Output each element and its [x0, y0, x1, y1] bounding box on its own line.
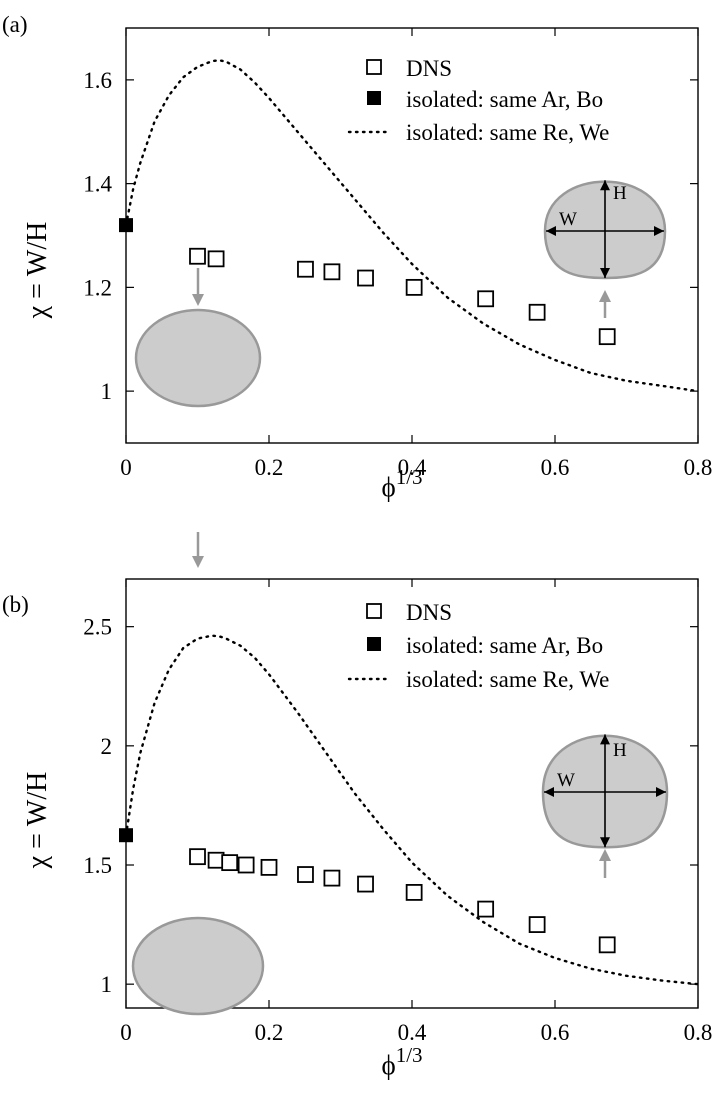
height-arrow-head-top — [600, 734, 610, 745]
legend-marker-isolated-same-ar-bo — [367, 637, 381, 651]
data-point-dns — [477, 900, 495, 918]
x-tick-label: 0.4 — [398, 455, 427, 480]
y-tick-label: 1 — [101, 972, 113, 997]
data-point-dns — [323, 869, 341, 887]
data-point-dns — [405, 278, 423, 296]
x-tick-label: 0.2 — [255, 455, 284, 480]
data-point-dns — [189, 848, 206, 866]
bubble-shape-ellipse — [131, 916, 265, 1016]
legend: DNS isolated: same Ar, Bo isolated: same R… — [347, 56, 609, 145]
x-axis-label: ϕ1/3 — [381, 465, 422, 502]
legend-label: isolated: same Ar, Bo — [406, 87, 603, 112]
x-axis-label-superscript: 1/3 — [396, 465, 423, 489]
y-tick-label: 1.4 — [83, 172, 112, 197]
data-point-dns — [323, 263, 341, 281]
x-axis-label: ϕ1/3 — [381, 1043, 422, 1080]
legend-label: DNS — [406, 56, 452, 81]
y-tick-label: 1.6 — [83, 68, 112, 93]
data-point-dns — [260, 858, 278, 876]
series-line-isolated-same-re-we — [124, 634, 700, 986]
inset-height-label: H — [613, 740, 627, 761]
x-axis-label-base: ϕ — [381, 472, 395, 502]
legend: DNS isolated: same Ar, Bo isolated: same R… — [347, 600, 609, 692]
x-axis-label-base: ϕ — [381, 1050, 395, 1080]
height-arrow-head-bottom — [600, 268, 610, 279]
y-tick-label: 1.2 — [83, 275, 112, 300]
data-point-dns — [297, 866, 314, 883]
x-tick-label: 0.2 — [255, 1020, 284, 1045]
data-point-dns — [477, 290, 495, 308]
inset-pointer-arrow-head — [599, 849, 611, 861]
series-line-isolated-same-re-we — [124, 58, 700, 393]
data-point-dns — [357, 875, 374, 893]
y-tick-label: 2.5 — [83, 615, 112, 640]
legend-label: isolated: same Re, We — [406, 120, 609, 145]
inset-pointer-arrow-head — [192, 294, 204, 306]
x-tick-label: 0 — [120, 1020, 132, 1045]
data-point-dns — [598, 936, 616, 954]
x-tick-label: 0.4 — [398, 1020, 427, 1045]
data-point-dns — [237, 856, 255, 874]
height-arrow-head-top — [600, 180, 610, 191]
legend-marker-dns — [366, 603, 382, 619]
y-tick-label: 2 — [101, 734, 113, 759]
inset-pointer-arrow-head — [599, 290, 611, 302]
data-point-dns — [189, 247, 206, 265]
x-tick-label: 0.8 — [684, 455, 713, 480]
legend-marker-isolated-same-ar-bo — [367, 91, 381, 105]
panel-label: (a) — [2, 12, 28, 37]
inset-width-label: W — [557, 770, 575, 791]
inset-width-label: W — [559, 209, 577, 230]
x-axis-label-superscript: 1/3 — [396, 1043, 423, 1067]
x-tick-label: 0.6 — [541, 455, 570, 480]
width-arrow-head-right — [656, 787, 666, 797]
data-point-dns — [528, 916, 546, 933]
x-tick-label: 0.6 — [541, 1020, 570, 1045]
legend-label: isolated: same Re, We — [406, 667, 609, 692]
chart-panel-a: (a) 0 0.2 0.4 0.6 0.8 1 1.2 1.4 1.6 ϕ1/3 χ = W/H DNS… — [2, 12, 712, 502]
y-axis-label: χ = W/H — [22, 772, 53, 870]
data-point-dns — [297, 260, 314, 278]
legend-marker-dns — [366, 59, 382, 75]
x-tick-label: 0 — [120, 455, 132, 480]
legend-label: isolated: same Ar, Bo — [406, 633, 603, 658]
data-point-dns — [405, 884, 423, 901]
width-arrow-head-left — [546, 226, 556, 236]
y-tick-label: 1.5 — [83, 853, 112, 878]
panel-label: (b) — [2, 592, 29, 617]
y-tick-label: 1 — [101, 379, 113, 404]
data-point-dns — [357, 269, 374, 287]
x-tick-label: 0.8 — [684, 1020, 713, 1045]
height-arrow-head-bottom — [600, 837, 610, 848]
inset-height-label: H — [613, 183, 627, 204]
width-arrow-head-left — [544, 787, 554, 797]
data-point-dns — [221, 854, 239, 872]
bubble-shape-ellipse — [134, 308, 262, 408]
legend-label: DNS — [406, 600, 452, 625]
data-point-dns — [528, 303, 546, 321]
data-point-dns — [207, 250, 225, 268]
chart-panel-b: (b) 0 0.2 0.4 0.6 0.8 1 1.5 2 2.5 ϕ1/3 χ = W/H DNS is… — [2, 532, 712, 1080]
width-arrow-head-right — [654, 226, 664, 236]
y-axis-label: χ = W/H — [22, 222, 53, 320]
data-point-dns — [598, 328, 616, 346]
inset-pointer-arrow-head — [192, 556, 204, 568]
